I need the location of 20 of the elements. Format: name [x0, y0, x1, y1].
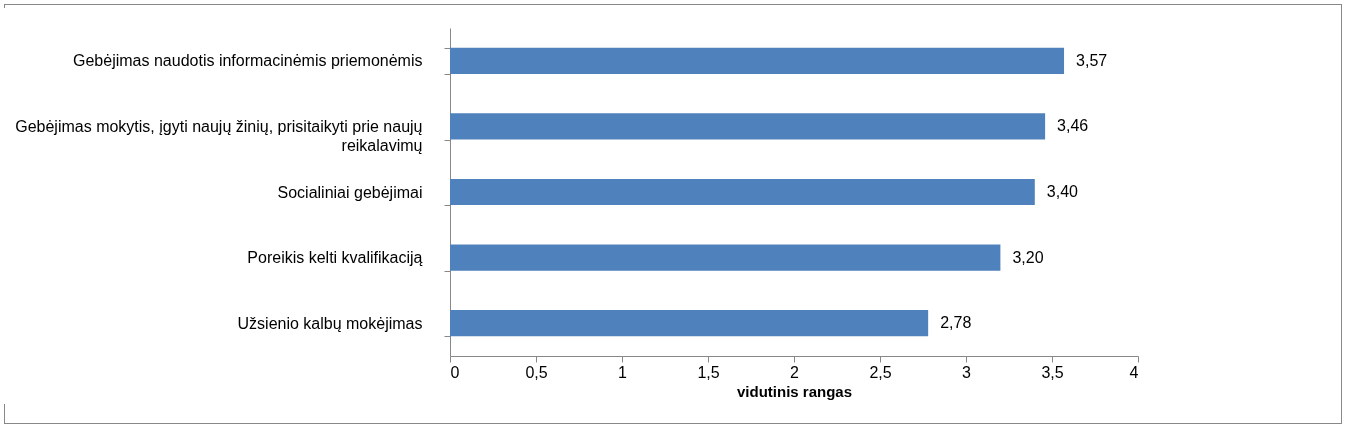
y-tick-label: Poreikis kelti kvalifikaciją — [247, 249, 423, 267]
y-tick-label: Gebėjimas mokytis, įgyti naujų žinių, prisitaikyti prie naujų reikalavimų — [15, 117, 423, 154]
data-label: 3,20 — [1012, 248, 1044, 266]
y-tick-label: Gebėjimas naudotis informacinėmis priemonėmis — [73, 52, 423, 70]
x-tick-label: 3 — [962, 363, 972, 381]
data-label: 2,78 — [940, 314, 972, 332]
x-tick-label: 3,5 — [1041, 363, 1064, 381]
data-label: 3,57 — [1076, 51, 1108, 69]
x-tick-label: 2 — [790, 363, 800, 381]
x-tick-label: 1,5 — [697, 363, 720, 381]
y-tick-label: Užsienio kalbų mokėjimas — [237, 314, 423, 332]
x-axis-title: vidutinis rangas — [736, 382, 853, 400]
data-label: 3,46 — [1057, 117, 1089, 135]
x-tick-label: 2,5 — [869, 363, 892, 381]
data-label: 3,40 — [1046, 183, 1079, 200]
x-tick-label: 0,5 — [525, 363, 548, 381]
x-tick-label: 4 — [1129, 363, 1139, 381]
y-tick-label: Socialiniai gebėjimai — [277, 183, 423, 201]
x-tick-label: 1 — [618, 363, 628, 381]
x-tick-label: 0 — [450, 363, 460, 381]
